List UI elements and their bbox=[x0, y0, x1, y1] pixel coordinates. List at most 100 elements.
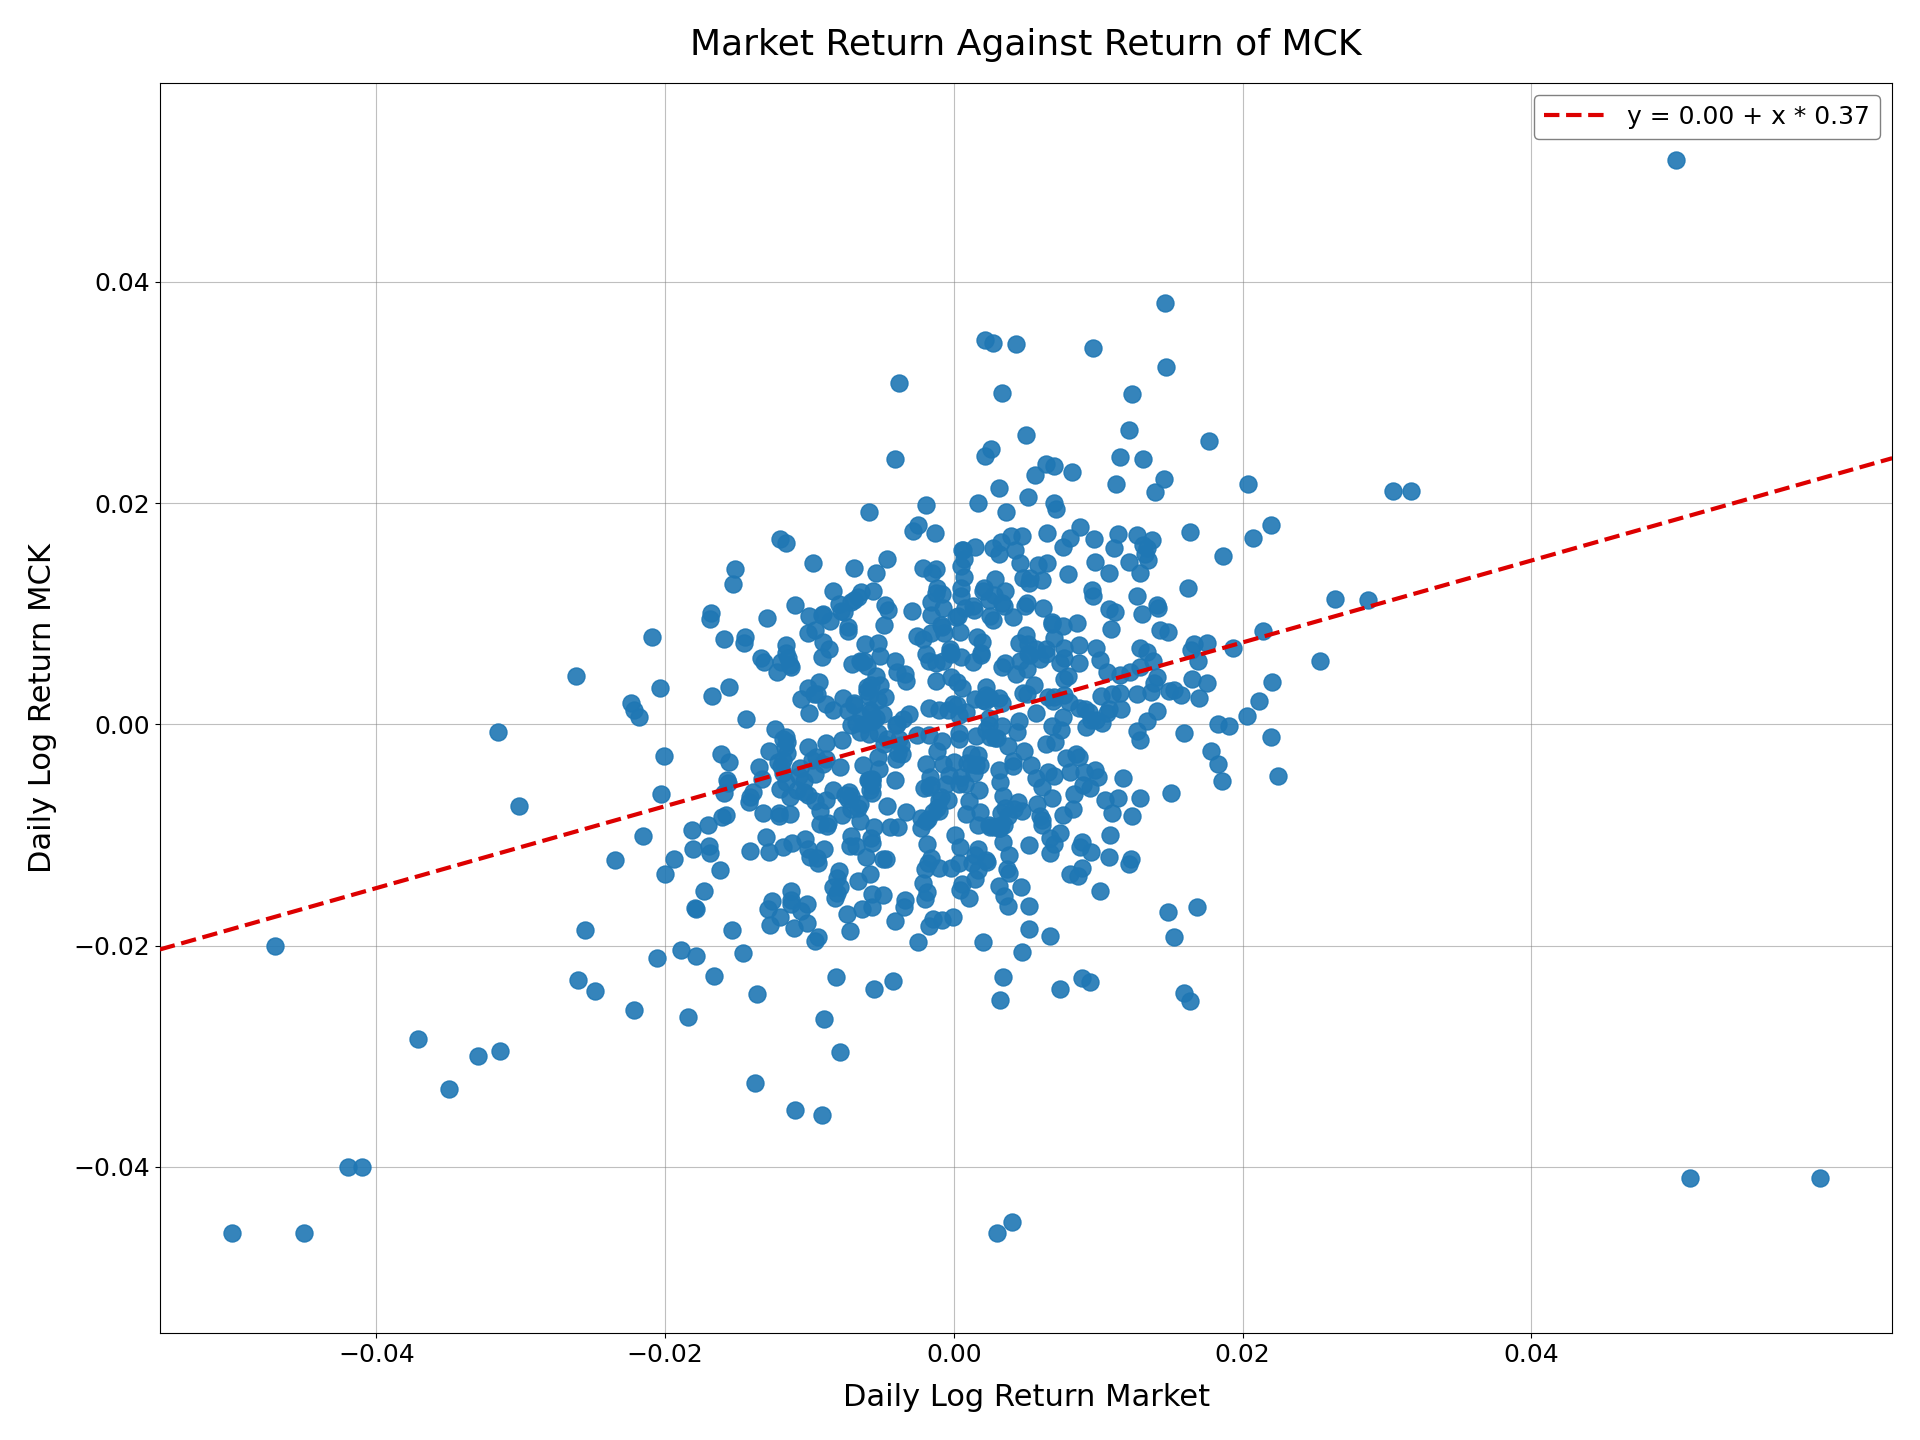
Point bbox=[864, 757, 895, 780]
Point bbox=[618, 998, 649, 1021]
Point bbox=[772, 647, 803, 670]
Point bbox=[1121, 585, 1152, 608]
Point bbox=[1156, 780, 1187, 804]
Point bbox=[828, 685, 858, 708]
Point bbox=[972, 850, 1002, 873]
Point bbox=[918, 907, 948, 930]
Point bbox=[1008, 740, 1039, 763]
Point bbox=[806, 603, 837, 626]
Point bbox=[856, 768, 887, 791]
Point bbox=[1096, 802, 1127, 825]
Point bbox=[1056, 461, 1087, 484]
Point bbox=[259, 935, 290, 958]
Point bbox=[1379, 480, 1409, 503]
Point bbox=[968, 580, 998, 603]
Point bbox=[925, 613, 956, 636]
Point bbox=[812, 811, 843, 834]
Point bbox=[973, 706, 1004, 729]
Point bbox=[1183, 649, 1213, 672]
Point bbox=[829, 783, 860, 806]
Point bbox=[793, 621, 824, 644]
Point bbox=[868, 613, 899, 636]
Point bbox=[768, 762, 799, 785]
Point bbox=[1012, 683, 1043, 706]
Point bbox=[645, 677, 676, 700]
Point bbox=[900, 625, 931, 648]
Point bbox=[1089, 789, 1119, 812]
Point bbox=[699, 965, 730, 988]
Point bbox=[843, 586, 874, 609]
Point bbox=[789, 769, 820, 792]
Point bbox=[1004, 552, 1035, 575]
Point bbox=[1031, 552, 1062, 575]
Point bbox=[970, 445, 1000, 468]
Point bbox=[710, 804, 741, 827]
Point bbox=[217, 1221, 248, 1244]
Point bbox=[806, 647, 837, 670]
Point bbox=[1066, 857, 1096, 880]
Point bbox=[774, 654, 804, 677]
Point bbox=[847, 704, 877, 727]
Point bbox=[860, 562, 891, 585]
Point bbox=[891, 670, 922, 693]
Point bbox=[849, 649, 879, 672]
Point bbox=[1002, 791, 1033, 814]
Point bbox=[833, 616, 864, 639]
Point bbox=[768, 727, 799, 750]
Point bbox=[403, 1028, 434, 1051]
Point bbox=[1154, 680, 1185, 703]
Point bbox=[1068, 760, 1098, 783]
Point bbox=[1354, 589, 1384, 612]
Point bbox=[1104, 786, 1135, 809]
Point bbox=[1125, 636, 1156, 660]
Point bbox=[948, 566, 979, 589]
Point bbox=[718, 572, 749, 595]
Point bbox=[1048, 706, 1079, 729]
Point bbox=[983, 687, 1014, 710]
Point bbox=[960, 762, 991, 785]
Point bbox=[695, 842, 726, 865]
Point bbox=[931, 772, 962, 795]
Point bbox=[801, 619, 831, 642]
Point bbox=[952, 887, 983, 910]
Point bbox=[975, 438, 1006, 461]
Point bbox=[818, 698, 849, 721]
Point bbox=[1131, 641, 1162, 664]
Point bbox=[902, 514, 933, 537]
Point bbox=[1102, 523, 1133, 546]
Point bbox=[960, 867, 991, 890]
Point bbox=[1194, 429, 1225, 452]
Point bbox=[1081, 708, 1112, 732]
Point bbox=[678, 838, 708, 861]
Point bbox=[947, 765, 977, 788]
Point bbox=[1169, 982, 1200, 1005]
Point bbox=[818, 579, 849, 602]
Point bbox=[808, 837, 839, 860]
Point bbox=[1116, 848, 1146, 871]
Point bbox=[1094, 845, 1125, 868]
Point bbox=[1044, 821, 1075, 844]
Point bbox=[854, 698, 885, 721]
Point bbox=[877, 969, 908, 992]
Point bbox=[989, 796, 1020, 819]
Point bbox=[835, 590, 866, 613]
Point bbox=[972, 683, 1002, 706]
Point bbox=[637, 625, 668, 648]
Point bbox=[616, 691, 647, 714]
Point bbox=[1037, 612, 1068, 635]
Point bbox=[799, 683, 829, 706]
Point bbox=[1244, 690, 1275, 713]
Point bbox=[854, 768, 885, 791]
Point bbox=[962, 838, 993, 861]
Point bbox=[666, 937, 697, 960]
Point bbox=[776, 786, 806, 809]
Point bbox=[1077, 585, 1108, 608]
Point bbox=[910, 809, 941, 832]
Point bbox=[1175, 520, 1206, 543]
Point bbox=[956, 851, 987, 874]
Point bbox=[881, 747, 912, 770]
Point bbox=[939, 906, 970, 929]
Point bbox=[1006, 876, 1037, 899]
Point bbox=[1129, 543, 1160, 566]
Point bbox=[1031, 642, 1062, 665]
